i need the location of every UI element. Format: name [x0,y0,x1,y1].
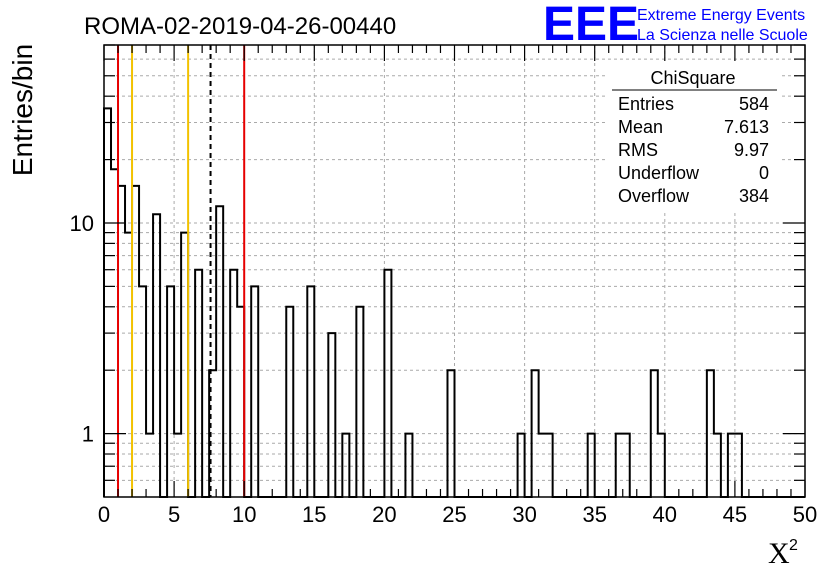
histogram-bin [588,434,595,497]
x-tick-label: 20 [372,502,396,527]
x-axis-title-superscript: 2 [789,537,798,554]
stats-value-entries: 584 [739,94,769,114]
histogram-bin [125,233,132,497]
histogram-bin [447,370,454,497]
histogram-bin [735,434,742,497]
y-tick-label: 10 [70,211,94,236]
eee-logo: EEE Extreme Energy Events La Scienza nel… [543,0,808,51]
histogram-bin [286,307,293,497]
stats-label-underflow: Underflow [618,163,700,183]
histogram-bin [328,333,335,497]
histogram-bin [384,270,391,497]
histogram-bin [405,434,412,497]
x-tick-label: 30 [512,502,536,527]
y-tick-label: 1 [82,422,94,447]
x-tick-label: 0 [98,502,110,527]
histogram-bin [118,186,125,497]
histogram-bin [518,434,525,497]
histogram-bin [251,286,258,497]
histogram-bin [714,434,721,497]
stats-label-entries: Entries [618,94,674,114]
histogram-bin [728,434,735,497]
histogram-bin [132,186,139,497]
histogram-bin [139,286,146,497]
stats-box-background [607,62,779,210]
histogram-bin [181,233,188,497]
eee-logo-text: EEE [543,0,639,51]
y-axis-title: Entries/bin [7,44,38,176]
histogram-bin [195,270,202,497]
chart-title: ROMA-02-2019-04-26-00440 [84,13,396,40]
stats-label-rms: RMS [618,140,658,160]
histogram-bin [651,370,658,497]
histogram-bin [342,434,349,497]
x-tick-label: 15 [302,502,326,527]
x-axis-title: X 2 [768,537,798,570]
x-tick-label: 25 [442,502,466,527]
histogram-bin [546,434,553,497]
y-tick-labels: 1 10 [70,211,94,447]
logo-line-1: Extreme Energy Events [637,7,805,24]
histogram-bin [146,434,153,497]
x-axis-title-main: X [768,537,790,570]
stats-value-overflow: 384 [739,186,769,206]
stats-title: ChiSquare [650,68,735,88]
histogram-bin [616,434,623,497]
x-tick-label: 45 [723,502,747,527]
x-tick-label: 5 [168,502,180,527]
histogram-bin [237,307,244,497]
histogram-bin [623,434,630,497]
stats-value-mean: 7.613 [724,117,769,137]
stats-box: ChiSquare Entries 584 Mean 7.613 RMS 9.9… [607,62,779,210]
x-tick-label: 10 [232,502,256,527]
x-tick-labels: 0 5 10 15 20 25 30 35 40 45 50 [98,502,817,527]
histogram-bin [104,108,111,497]
stats-value-underflow: 0 [759,163,769,183]
histogram-bin [707,370,714,497]
stats-label-overflow: Overflow [618,186,690,206]
stats-value-rms: 9.97 [734,140,769,160]
histogram-bin [216,206,223,497]
x-tick-label: 40 [653,502,677,527]
ticks-layer [103,44,806,497]
histogram-bin [167,286,174,497]
logo-line-2: La Scienza nelle Scuole [637,27,808,44]
x-tick-label: 50 [793,502,817,527]
x-tick-label: 35 [582,502,606,527]
histogram-bin [230,270,237,497]
histogram-bin [658,434,665,497]
histogram-bin [153,214,160,497]
histogram-bin [356,307,363,497]
histogram-bin [307,286,314,497]
vertical-lines-layer [117,45,246,497]
stats-label-mean: Mean [618,117,663,137]
histogram-bin [174,434,181,497]
histogram-bin [532,370,539,497]
histogram-bin [539,434,546,497]
